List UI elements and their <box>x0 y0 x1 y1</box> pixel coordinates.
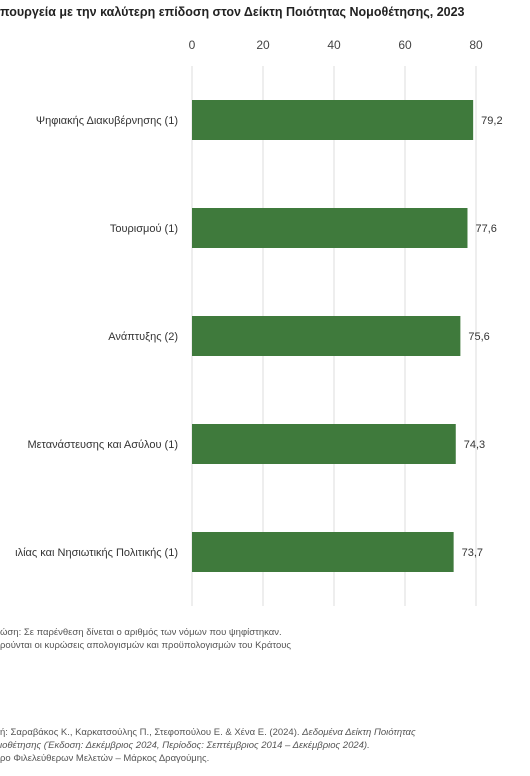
source-line-2: ιοθέτησης (Έκδοση: Δεκέμβριος 2024, Περί… <box>0 739 530 752</box>
x-tick-label: 20 <box>256 38 270 52</box>
bar-chart: 0 20 40 60 80 Ψηφιακής Διακυβέρνησης (1) 79,2 Τ… <box>15 38 503 606</box>
category-label: ιλίας και Νησιωτικής Πολιτικής (1) <box>15 547 178 559</box>
category-label: Ψηφιακής Διακυβέρνησης (1) <box>36 115 178 127</box>
source-line-1-italic: Δεδομένα Δείκτη Ποιότητας <box>302 727 416 738</box>
bar <box>192 532 454 572</box>
category-label: Μετανάστευσης και Ασύλου (1) <box>27 439 178 451</box>
value-label: 79,2 <box>481 115 502 127</box>
bar <box>192 208 468 248</box>
source-line-1: ή: Σαραβάκος Κ., Καρκατσούλης Π., Στεφοπ… <box>0 726 530 739</box>
x-tick-label: 60 <box>398 38 412 52</box>
source-line-1-text: ή: Σαραβάκος Κ., Καρκατσούλης Π., Στεφοπ… <box>0 727 303 738</box>
chart-note-line-1: ώση: Σε παρένθεση δίνεται ο αριθμός των … <box>0 627 282 638</box>
category-label: Ανάπτυξης (2) <box>108 331 178 343</box>
chart-title: πουργεία με την καλύτερη επίδοση στον Δε… <box>0 5 465 19</box>
bar <box>192 424 456 464</box>
value-label: 77,6 <box>475 223 496 235</box>
x-tick-label: 0 <box>189 38 196 52</box>
source-line-2-italic: ιοθέτησης (Έκδοση: Δεκέμβριος 2024, Περί… <box>0 740 370 751</box>
category-label: Τουρισμού (1) <box>110 223 178 235</box>
value-label: 73,7 <box>462 547 483 559</box>
x-tick-label: 80 <box>469 38 483 52</box>
bar <box>192 316 461 356</box>
chart-note-line-2: ρούνται οι κυρώσεις απολογισμών και προϋ… <box>0 640 292 651</box>
source-line-3: ρο Φιλελεύθερων Μελετών – Μάρκος Δραγούμ… <box>0 753 210 764</box>
value-label: 74,3 <box>464 439 485 451</box>
bar <box>192 100 474 140</box>
x-tick-label: 40 <box>327 38 341 52</box>
value-label: 75,6 <box>468 331 489 343</box>
